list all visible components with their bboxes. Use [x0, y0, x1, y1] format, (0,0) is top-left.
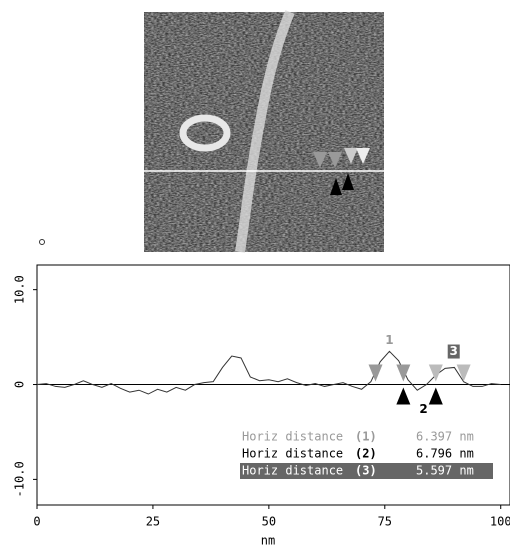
measurement-index: (1) — [355, 430, 377, 444]
measurement-label: Horiz distance — [242, 430, 343, 444]
measurement-value: 5.597 nm — [416, 464, 474, 478]
x-tick-label: 50 — [262, 515, 276, 529]
measurement-index: (2) — [355, 447, 377, 461]
cursor-marker — [396, 364, 411, 382]
cursor-marker — [456, 364, 471, 382]
measurement-label: Horiz distance — [242, 447, 343, 461]
x-tick-label: 25 — [146, 515, 160, 529]
x-axis-label: nm — [261, 534, 275, 547]
x-tick-label: 75 — [378, 515, 392, 529]
x-tick-label: 100 — [490, 515, 510, 529]
cursor-marker — [428, 387, 443, 405]
measurement-value: 6.397 nm — [416, 430, 474, 444]
cursor-marker — [396, 387, 411, 405]
profile-plot: nm — [36, 264, 510, 547]
cursor-marker — [368, 364, 383, 382]
afm-image — [144, 10, 384, 253]
y-tick-label: 10.0 — [13, 275, 27, 304]
measurement-label: Horiz distance — [242, 464, 343, 478]
y-tick-label: -10.0 — [13, 461, 27, 497]
cursor-label: 3 — [450, 344, 458, 358]
profile-line — [36, 350, 501, 395]
measurement-value: 6.796 nm — [416, 447, 474, 461]
x-tick-label: 0 — [33, 515, 40, 529]
y-tick-label: 0 — [13, 381, 27, 388]
cursor-label-box — [447, 344, 460, 359]
cursor-label: 1 — [385, 333, 393, 347]
marker — [39, 239, 45, 245]
cursor-label: 2 — [419, 402, 427, 416]
measurement-index: (3) — [355, 464, 377, 478]
cursor-marker — [428, 364, 443, 382]
measurement-highlight — [240, 463, 493, 479]
